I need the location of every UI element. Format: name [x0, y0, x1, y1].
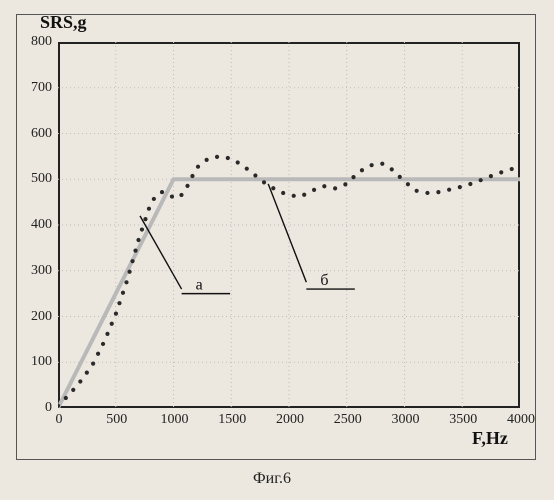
plot-svg: aб [58, 42, 520, 408]
series-b-dots [58, 155, 514, 408]
figure-caption: Фиг.6 [253, 470, 291, 488]
y-tick-label: 0 [22, 400, 52, 416]
x-axis-title: F,Hz [472, 428, 508, 449]
y-tick-label: 500 [22, 171, 52, 187]
y-tick-label: 800 [22, 34, 52, 50]
annotation-a-leader [140, 216, 182, 289]
x-tick-label: 1000 [160, 412, 190, 428]
y-tick-label: 300 [22, 263, 52, 279]
y-tick-label: 400 [22, 217, 52, 233]
x-tick-label: 4000 [506, 412, 536, 428]
x-tick-label: 3000 [391, 412, 421, 428]
y-tick-label: 100 [22, 354, 52, 370]
figure: SRS,g aб F,Hz Фиг.6 05001000150020002500… [0, 0, 554, 500]
annotation-b-label: б [320, 272, 328, 289]
y-axis-title: SRS,g [40, 12, 87, 33]
y-tick-label: 200 [22, 309, 52, 325]
annotation-b-leader [268, 184, 306, 282]
series-a-line [58, 179, 520, 408]
annotation-a-label: a [196, 277, 203, 294]
y-tick-label: 700 [22, 80, 52, 96]
x-tick-label: 2000 [275, 412, 305, 428]
x-tick-label: 3500 [448, 412, 478, 428]
x-tick-label: 2500 [333, 412, 363, 428]
x-tick-label: 500 [102, 412, 132, 428]
y-tick-label: 600 [22, 126, 52, 142]
x-tick-label: 1500 [217, 412, 247, 428]
